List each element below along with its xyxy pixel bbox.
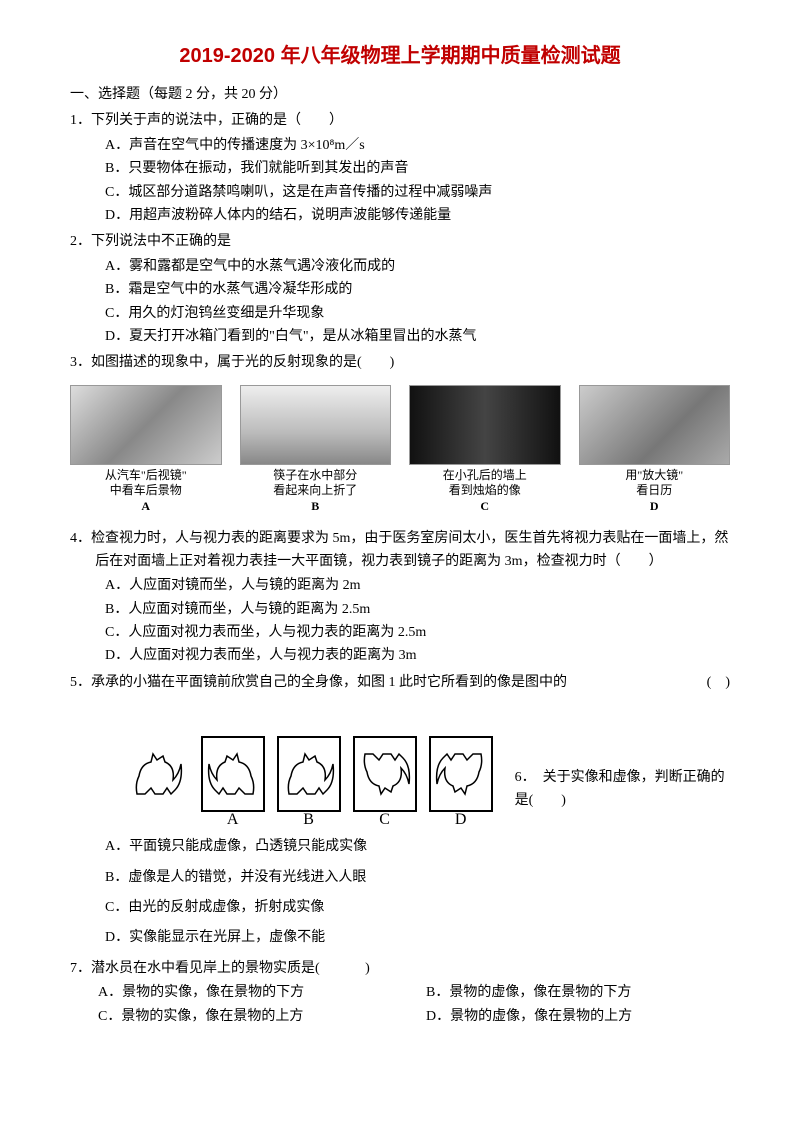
q5-fig-b: B <box>277 736 341 812</box>
q3a-letter: A <box>141 499 150 513</box>
q6-option-a: A．平面镜只能成虚像，凸透镜只能成实像 <box>105 836 730 858</box>
question-1: 1．下列关于声的说法中，正确的是（ ） A．声音在空气中的传播速度为 3×10⁸… <box>70 110 730 227</box>
q7-option-b: B．景物的虚像，像在景物的下方 <box>426 982 730 1004</box>
q5-fig-a: A <box>201 736 265 812</box>
q3a-cap2: 中看车后景物 <box>110 483 182 497</box>
q5-figures: A B C D 6． 关于实像和虚像，判断正确的是( ) <box>126 736 730 812</box>
q3-fig-c: 在小孔后的墙上 看到烛焰的像 C <box>409 385 561 515</box>
magnifier-image-icon <box>579 385 731 465</box>
q5-cat-original <box>126 736 189 812</box>
q3c-cap2: 看到烛焰的像 <box>449 483 521 497</box>
q4-option-a: A．人应面对镜而坐，人与镜的距离为 2m <box>105 575 730 597</box>
mirror-image-icon <box>70 385 222 465</box>
question-5: 5．承承的小猫在平面镜前欣赏自己的全身像，如图 1 此时它所看到的像是图中的 (… <box>70 672 730 812</box>
q3b-cap2: 看起来向上折了 <box>273 483 357 497</box>
q1-option-b: B．只要物体在振动，我们就能听到其发出的声音 <box>105 158 730 180</box>
q1-option-d: D．用超声波粉碎人体内的结石，说明声波能够传递能量 <box>105 205 730 227</box>
q3d-cap1: 用"放大镜" <box>625 468 683 482</box>
question-6: A．平面镜只能成虚像，凸透镜只能成实像 B．虚像是人的错觉，并没有光线进入人眼 … <box>70 836 730 950</box>
q2-option-b: B．霜是空气中的水蒸气遇冷凝华形成的 <box>105 279 730 301</box>
q3-fig-b-cap: 筷子在水中部分 看起来向上折了 B <box>240 468 392 515</box>
q3-figures: 从汽车"后视镜" 中看车后景物 A 筷子在水中部分 看起来向上折了 B 在小孔后… <box>70 385 730 515</box>
question-2: 2．下列说法中不正确的是 A．雾和露都是空气中的水蒸气遇冷液化而成的 B．霜是空… <box>70 231 730 348</box>
q5-stem-l1: 5．承承的小猫在平面镜前欣赏自己的全身像，如图 1 此时它所看到的像是图中的 <box>70 675 567 690</box>
cat-icon <box>127 744 187 804</box>
q3-stem: 3．如图描述的现象中，属于光的反射现象的是( ) <box>70 352 730 374</box>
section-1-header: 一、选择题（每题 2 分，共 20 分） <box>70 84 730 106</box>
q1-stem: 1．下列关于声的说法中，正确的是（ ） <box>70 110 730 132</box>
q2-option-d: D．夏天打开冰箱门看到的"白气"，是从冰箱里冒出的水蒸气 <box>105 326 730 348</box>
q5-b-letter: B <box>279 807 339 833</box>
candle-image-icon <box>409 385 561 465</box>
question-7: 7．潜水员在水中看见岸上的景物实质是( ) A．景物的实像，像在景物的下方 B．… <box>70 958 730 1029</box>
q1-option-a: A．声音在空气中的传播速度为 3×10⁸m／s <box>105 135 730 157</box>
q2-option-c: C．用久的灯泡钨丝变细是升华现象 <box>105 303 730 325</box>
cat-b-icon <box>279 744 339 804</box>
q5-stem-l2: ( ) <box>707 672 730 694</box>
q2-option-a: A．雾和露都是空气中的水蒸气遇冷液化而成的 <box>105 256 730 278</box>
q3c-letter: C <box>480 499 489 513</box>
q7-option-c: C．景物的实像，像在景物的上方 <box>98 1006 402 1028</box>
q4-option-d: D．人应面对视力表而坐，人与视力表的距离为 3m <box>105 645 730 667</box>
q7-option-a: A．景物的实像，像在景物的下方 <box>98 982 402 1004</box>
q3c-cap1: 在小孔后的墙上 <box>443 468 527 482</box>
q3-fig-a: 从汽车"后视镜" 中看车后景物 A <box>70 385 222 515</box>
q5-fig-c: C <box>353 736 417 812</box>
exam-title: 2019-2020 年八年级物理上学期期中质量检测试题 <box>70 40 730 72</box>
q5-fig-d: D <box>429 736 493 812</box>
q3-fig-d-cap: 用"放大镜" 看日历 D <box>579 468 731 515</box>
q7-stem: 7．潜水员在水中看见岸上的景物实质是( ) <box>70 958 730 980</box>
q6-stem: 6． 关于实像和虚像，判断正确的是( ) <box>515 767 730 812</box>
chopsticks-image-icon <box>240 385 392 465</box>
q5-stem: 5．承承的小猫在平面镜前欣赏自己的全身像，如图 1 此时它所看到的像是图中的 (… <box>70 672 730 694</box>
q5-c-letter: C <box>355 807 415 833</box>
question-4: 4．检查视力时，人与视力表的距离要求为 5m，由于医务室房间太小，医生首先将视力… <box>70 528 730 667</box>
q3-fig-b: 筷子在水中部分 看起来向上折了 B <box>240 385 392 515</box>
q3b-cap1: 筷子在水中部分 <box>273 468 357 482</box>
q2-stem: 2．下列说法中不正确的是 <box>70 231 730 253</box>
q6-option-d: D．实像能显示在光屏上，虚像不能 <box>105 927 730 949</box>
q5-a-letter: A <box>203 807 263 833</box>
q6-option-c: C．由光的反射成虚像，折射成实像 <box>105 897 730 919</box>
q3-fig-d: 用"放大镜" 看日历 D <box>579 385 731 515</box>
q3d-cap2: 看日历 <box>636 483 672 497</box>
q5-d-letter: D <box>431 807 491 833</box>
q3a-cap1: 从汽车"后视镜" <box>105 468 187 482</box>
q6-option-b: B．虚像是人的错觉，并没有光线进入人眼 <box>105 867 730 889</box>
q4-stem: 4．检查视力时，人与视力表的距离要求为 5m，由于医务室房间太小，医生首先将视力… <box>70 528 730 573</box>
q3b-letter: B <box>311 499 319 513</box>
q3-fig-c-cap: 在小孔后的墙上 看到烛焰的像 C <box>409 468 561 515</box>
question-3: 3．如图描述的现象中，属于光的反射现象的是( ) 从汽车"后视镜" 中看车后景物… <box>70 352 730 514</box>
cat-a-icon <box>203 744 263 804</box>
q4-option-c: C．人应面对视力表而坐，人与视力表的距离为 2.5m <box>105 622 730 644</box>
cat-c-icon <box>355 744 415 804</box>
q3-fig-a-cap: 从汽车"后视镜" 中看车后景物 A <box>70 468 222 515</box>
q7-option-d: D．景物的虚像，像在景物的上方 <box>426 1006 730 1028</box>
q3d-letter: D <box>650 499 659 513</box>
q4-option-b: B．人应面对镜而坐，人与镜的距离为 2.5m <box>105 599 730 621</box>
cat-d-icon <box>431 744 491 804</box>
q1-option-c: C．城区部分道路禁鸣喇叭，这是在声音传播的过程中减弱噪声 <box>105 182 730 204</box>
